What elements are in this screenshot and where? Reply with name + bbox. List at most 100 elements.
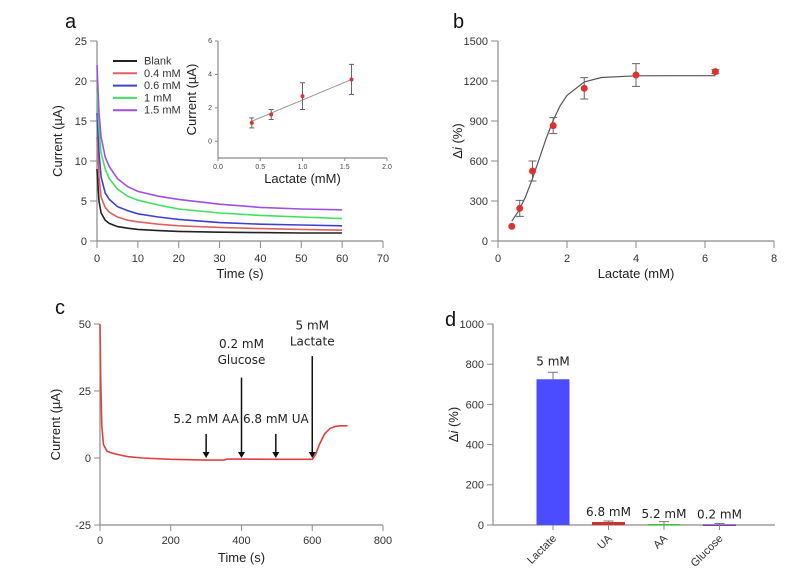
x-tick-label: 2.0 bbox=[382, 164, 392, 171]
bar-data-label: 6.8 mM bbox=[586, 505, 631, 519]
y-tick-label: 25 bbox=[79, 386, 91, 398]
x-tick-label: 6 bbox=[702, 253, 708, 265]
x-tick-label: 600 bbox=[303, 535, 321, 547]
x-tick-label: 1.0 bbox=[298, 164, 308, 171]
x-tick-label: 8 bbox=[771, 253, 777, 265]
y-tick-label: -25 bbox=[75, 520, 91, 532]
annotation-arrow-head bbox=[308, 452, 316, 458]
x-tick-label: 0.0 bbox=[213, 164, 223, 171]
y-tick-label: 15 bbox=[75, 116, 87, 128]
annotation-text: 5.2 mM AA bbox=[173, 412, 239, 426]
bar-data-label: 0.2 mM bbox=[697, 507, 742, 521]
x-tick-label: 200 bbox=[162, 535, 180, 547]
x-tick-label: Glucose bbox=[689, 533, 726, 570]
error-bar bbox=[548, 371, 558, 380]
legend-label: 0.6 mM bbox=[144, 80, 181, 92]
y-tick-label: 200 bbox=[466, 480, 484, 492]
x-tick-label: 0 bbox=[495, 253, 501, 265]
annotation-text: 0.2 mM bbox=[219, 337, 264, 351]
x-tick-label: 60 bbox=[336, 253, 348, 265]
data-point bbox=[269, 112, 274, 117]
fit-line bbox=[251, 78, 352, 122]
y-axis-title: Δi (%) bbox=[446, 407, 461, 442]
panel-b: b 0 300 600 900 1200 1500 0 2 4 6 8 Lactate (mM) Δi (… bbox=[450, 11, 777, 281]
legend-label: 1 mM bbox=[144, 92, 172, 104]
x-axis-title: Time (s) bbox=[216, 266, 263, 281]
panel-c: c -25 0 25 50 0 200 400 600 800 Time (s) Current (µ… bbox=[48, 297, 392, 565]
x-tick-label: 4 bbox=[633, 253, 639, 265]
x-tick-label: 70 bbox=[377, 253, 389, 265]
data-point bbox=[580, 84, 588, 92]
bar-data-label: 5 mM bbox=[536, 354, 570, 368]
x-axis-title: Lactate (mM) bbox=[598, 266, 675, 281]
y-axis-title: Current (µA) bbox=[48, 389, 63, 461]
y-tick-label: 25 bbox=[75, 36, 87, 48]
y-axis-title-italic: i bbox=[446, 430, 461, 434]
x-tick-label: 800 bbox=[374, 535, 392, 547]
error-bar bbox=[714, 522, 725, 525]
series-line-1-mM bbox=[96, 88, 343, 220]
y-axis-title-suffix: (%) bbox=[450, 123, 465, 147]
y-tick-label: 400 bbox=[466, 439, 484, 451]
legend-label: 1.5 mM bbox=[144, 105, 181, 117]
y-tick-label: 1200 bbox=[464, 76, 488, 88]
y-tick-label: 5 bbox=[81, 196, 87, 208]
x-tick-label: 1.5 bbox=[340, 164, 350, 171]
annotation-text: 6.8 mM UA bbox=[243, 412, 310, 426]
error-bar bbox=[603, 520, 614, 522]
data-point bbox=[549, 122, 557, 130]
y-tick-label: 6 bbox=[208, 38, 212, 45]
y-tick-label: 0 bbox=[482, 236, 488, 248]
legend-label: 0.4 mM bbox=[144, 68, 181, 80]
y-tick-label: 10 bbox=[75, 156, 87, 168]
y-axis-title-prefix: Δ bbox=[450, 150, 465, 159]
annotation-text: Glucose bbox=[218, 353, 266, 367]
y-axis-title-prefix: Δ bbox=[446, 433, 461, 442]
panel-label: a bbox=[65, 11, 77, 33]
panel-label: d bbox=[445, 309, 456, 331]
y-tick-label: 1000 bbox=[460, 319, 484, 331]
y-tick-label: 300 bbox=[470, 196, 488, 208]
data-point bbox=[300, 94, 305, 99]
legend-label: Blank bbox=[144, 56, 172, 68]
x-tick-label: 2 bbox=[564, 253, 570, 265]
data-point bbox=[711, 68, 719, 76]
annotation-arrow-head bbox=[272, 452, 280, 458]
x-tick-label: 0 bbox=[94, 253, 100, 265]
y-tick-label: 0 bbox=[208, 138, 212, 145]
y-axis-title-italic: i bbox=[450, 146, 465, 150]
y-tick-label: 600 bbox=[466, 399, 484, 411]
series-line-0.4-mM bbox=[96, 136, 343, 231]
x-tick-label: 0 bbox=[97, 535, 103, 547]
x-tick-label: 50 bbox=[295, 253, 307, 265]
data-point bbox=[516, 204, 524, 212]
series-line-1.5-mM bbox=[96, 64, 343, 211]
x-tick-label: 10 bbox=[132, 253, 144, 265]
bar-lactate bbox=[536, 379, 570, 525]
series-line-0.6-mM bbox=[96, 112, 343, 227]
y-axis-title: Current (µA) bbox=[184, 64, 199, 136]
data-point bbox=[529, 167, 536, 175]
data-point bbox=[249, 120, 254, 125]
panel-label: c bbox=[55, 297, 65, 319]
y-tick-label: 1500 bbox=[464, 36, 488, 48]
data-point bbox=[632, 71, 640, 79]
bar-ua bbox=[592, 521, 625, 525]
y-tick-label: 2 bbox=[208, 105, 212, 112]
panel-d: d 0 200 400 600 800 1000 Δi (%) 5 mM Lactate 6.8 m… bbox=[445, 309, 775, 570]
x-tick-label: AA bbox=[651, 532, 670, 551]
x-axis-title: Time (s) bbox=[218, 550, 265, 565]
x-tick-label: 0.5 bbox=[255, 164, 265, 171]
y-axis-title-suffix: (%) bbox=[446, 407, 461, 431]
x-tick-label: 30 bbox=[213, 253, 225, 265]
data-point bbox=[508, 222, 516, 230]
y-axis-title: Δi (%) bbox=[450, 123, 465, 158]
y-axis-title: Current (µA) bbox=[50, 105, 65, 177]
y-tick-label: 0 bbox=[478, 520, 484, 532]
panel-label: b bbox=[453, 11, 464, 33]
x-tick-label: Lactate bbox=[525, 533, 559, 567]
x-tick-label: UA bbox=[595, 532, 615, 552]
bar-aa bbox=[647, 523, 681, 526]
